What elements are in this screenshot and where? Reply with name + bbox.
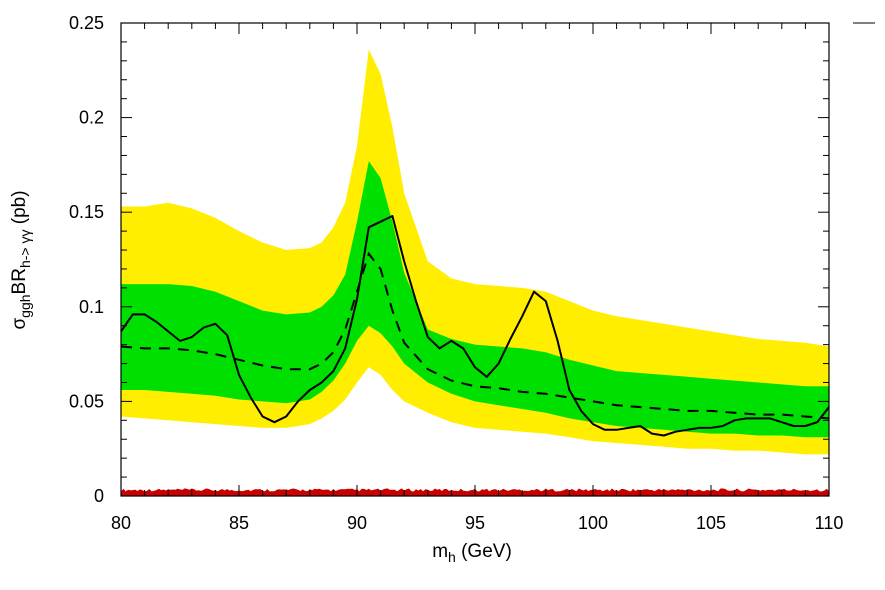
x-axis-title-main: m bbox=[432, 541, 448, 562]
y-tick-label: 0.2 bbox=[79, 108, 104, 128]
y-tick-label: 0.25 bbox=[69, 13, 104, 33]
x-axis-title: mh (GeV) bbox=[432, 541, 512, 565]
x-tick-label: 95 bbox=[465, 513, 485, 533]
y-axis-title-unit: (pb) bbox=[9, 190, 30, 229]
x-tick-label: 105 bbox=[696, 513, 726, 533]
plot-area bbox=[120, 49, 830, 496]
x-tick-label: 90 bbox=[347, 513, 367, 533]
x-tick-labels: 80 85 90 95 100 105 110 bbox=[111, 513, 843, 533]
expected-limit-line bbox=[120, 251, 830, 420]
y-tick-label: 0.1 bbox=[79, 297, 104, 317]
y-tick-label: 0.15 bbox=[69, 202, 104, 222]
y-axis-title: σgghBRh-> γγ (pb) bbox=[9, 190, 33, 329]
x-axis-title-sub: h bbox=[448, 549, 456, 565]
x-tick-label: 100 bbox=[578, 513, 608, 533]
axis-ticks bbox=[120, 22, 830, 497]
x-axis-title-rest: (GeV) bbox=[456, 541, 512, 562]
y-tick-label: 0 bbox=[94, 486, 104, 506]
y-axis-title-br: BR bbox=[9, 268, 30, 294]
x-tick-label: 85 bbox=[229, 513, 249, 533]
y-axis-title-sub1: ggh bbox=[17, 294, 33, 317]
y-tick-label: 0.05 bbox=[69, 391, 104, 411]
x-tick-label: 80 bbox=[111, 513, 131, 533]
y-axis-title-sigma: σ bbox=[9, 318, 30, 330]
y-axis-title-sub2: h-> γγ bbox=[17, 230, 33, 269]
x-tick-label: 110 bbox=[815, 513, 844, 533]
y-tick-labels: 0 0.05 0.1 0.15 0.2 0.25 bbox=[69, 13, 104, 506]
observed-limit-line bbox=[120, 215, 830, 437]
